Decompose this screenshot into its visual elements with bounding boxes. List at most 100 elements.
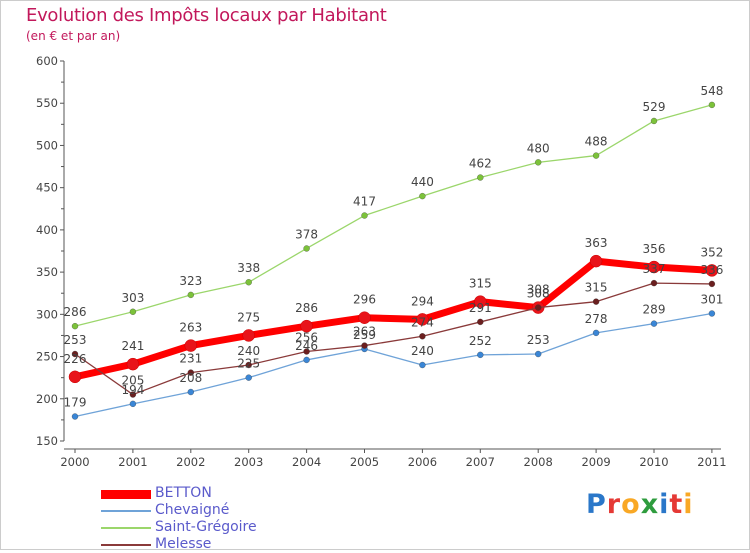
chart-subtitle: (en € et par an) [26,29,121,43]
data-point [245,374,252,381]
data-point [303,348,310,355]
data-label: 417 [353,195,376,209]
data-label: 378 [295,227,318,241]
data-label: 226 [64,352,87,366]
data-point [419,192,426,200]
data-point [71,350,79,358]
data-point [361,342,368,349]
data-point [477,174,484,181]
x-tick-label: 2011 [697,455,726,469]
data-point [68,370,82,384]
series-line-betton [71,257,716,381]
legend-label: BETTON [155,485,212,501]
y-tick-label: 600 [36,54,58,68]
data-label: 253 [527,333,550,347]
x-tick-label: 2009 [581,455,610,469]
data-point [650,320,658,327]
data-point [303,245,310,252]
data-label: 488 [585,135,608,149]
data-point [71,323,79,330]
data-point [245,361,252,369]
data-point [187,369,194,376]
y-tick-label: 400 [36,223,58,237]
data-label: 356 [643,242,666,256]
data-label: 241 [121,339,144,353]
data-point [129,308,137,315]
data-label: 338 [237,261,260,275]
data-label: 296 [353,293,376,307]
chart-series [68,101,719,420]
data-point [300,319,313,333]
data-label: 529 [643,100,666,114]
data-label: 286 [64,305,87,319]
data-point [474,295,487,308]
x-tick-label: 2001 [118,455,147,469]
data-point [358,311,371,324]
data-label: 259 [353,328,376,342]
x-tick-label: 2008 [524,455,553,469]
data-point [592,329,600,337]
x-tick-label: 2007 [466,455,495,469]
data-point [416,313,429,326]
x-tick-label: 2003 [234,455,263,469]
data-point [187,291,194,299]
data-label: 256 [295,330,318,344]
data-point [245,279,252,286]
data-label: 440 [411,175,434,189]
data-label: 352 [700,245,723,259]
data-point [419,361,426,369]
data-label: 253 [64,333,87,347]
y-tick-label: 450 [36,181,58,195]
data-label: 289 [643,303,666,317]
data-label: 240 [411,344,434,358]
data-label: 480 [527,141,550,155]
data-point [592,298,600,305]
data-label: 548 [700,84,723,98]
data-point [535,350,542,358]
data-point [592,152,600,159]
data-point [184,339,198,352]
data-label: 303 [121,291,144,305]
data-label: 263 [179,321,202,335]
legend-item: BETTON [101,485,321,502]
data-point [708,101,716,109]
y-tick-label: 500 [36,138,58,152]
data-label: 274 [411,315,434,329]
data-point [705,264,719,277]
series-line-melesse [74,282,713,396]
data-point [708,310,716,317]
data-label: 231 [179,352,202,366]
data-label: 301 [700,292,723,306]
data-label: 337 [643,262,666,276]
data-label: 246 [295,339,318,353]
proxiti-logo: Proxiti [586,489,694,520]
legend-label: Chevaigné [155,502,230,518]
data-point [126,357,140,371]
legend-label: Melesse [155,536,212,552]
data-point [477,318,484,326]
x-tick-label: 2000 [60,455,89,469]
data-point [129,400,137,407]
data-label: 208 [179,371,202,385]
series-line-saint-gr-goire [74,104,713,327]
chart-axes: 150 200 250 300 350 400 450 500 550 600 2000 2001 20… [36,54,726,469]
data-label: 336 [700,263,723,277]
data-point [535,159,542,166]
x-tick-label: 2010 [639,455,668,469]
data-point [650,279,658,287]
chart-legend: BETTON Chevaigné Saint-Grégoire Melesse [101,485,321,553]
data-point [129,391,137,398]
data-label: 286 [295,301,318,315]
data-label: 462 [469,157,492,171]
data-label: 294 [411,294,434,308]
legend-item: Chevaigné [101,502,321,519]
data-label: 315 [469,277,492,291]
data-point [303,356,310,364]
x-tick-label: 2004 [292,455,321,469]
x-tick-label: 2005 [350,455,379,469]
legend-swatch [101,544,151,546]
data-label: 263 [353,325,376,339]
data-label: 308 [527,287,550,301]
data-label: 363 [585,236,608,250]
